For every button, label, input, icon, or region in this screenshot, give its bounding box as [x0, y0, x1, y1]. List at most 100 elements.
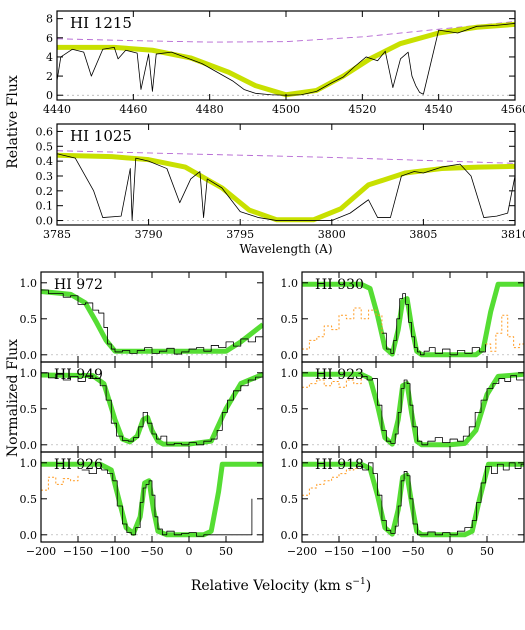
panel-v918: −200 −150 −100 −50 0 50 0.0 0.5 1.0 HI 918: [281, 451, 525, 558]
x-tick-label: 4520: [348, 103, 376, 116]
series-continuum-top: [57, 21, 515, 43]
series-data-v926: [81, 468, 253, 537]
x-tick-label: 50: [480, 545, 494, 558]
x-tick-label: 4500: [272, 103, 300, 116]
y-tick-label: 0.5: [281, 313, 299, 326]
panel-label: HI 918: [315, 457, 364, 473]
y-tick-label: 4: [46, 51, 53, 64]
y-tick-label: 0.6: [36, 125, 54, 138]
series-data-v972: [41, 289, 263, 355]
series-data-mid: [57, 153, 515, 221]
x-tick-label: 0: [447, 545, 454, 558]
y-tick-label: 0.0: [281, 529, 299, 542]
panel-label: HI 926: [54, 457, 103, 473]
series-continuum-mid: [57, 150, 515, 164]
y-tick-label: 8: [46, 13, 53, 26]
series-model-top: [57, 21, 515, 98]
y-tick-label: 6: [46, 32, 53, 45]
bottom-x-axis-label: Relative Velocity (km s−1): [191, 577, 371, 594]
x-tick-label: 3790: [135, 228, 163, 241]
series-data-v918: [357, 462, 524, 536]
series-data-v930: [381, 293, 486, 356]
x-tick-label: −100: [361, 545, 391, 558]
y-tick-label: 0.5: [20, 493, 38, 506]
series-other-v930: [485, 314, 524, 352]
panel-v930: 0.0 0.5 1.0 HI 930: [281, 271, 525, 363]
x-tick-label: −150: [324, 545, 354, 558]
x-tick-label: 4440: [43, 103, 71, 116]
x-tick-label: 3805: [409, 228, 437, 241]
y-tick-label: 0.5: [36, 140, 54, 153]
bottom-x-axis-label-end: ): [366, 578, 371, 594]
y-tick-label: 0.0: [281, 439, 299, 452]
top-y-axis-label: Relative Flux: [5, 75, 21, 169]
panel-label: HI 1025: [70, 127, 132, 145]
x-tick-label: −150: [63, 545, 93, 558]
plot-area-v972: [41, 288, 263, 356]
panel-v923: 0.0 0.5 1.0 HI 923: [281, 361, 525, 453]
bottom-x-axis-label-main: Relative Velocity (km s: [191, 578, 353, 594]
plot-area-top: [57, 21, 515, 98]
series-other-v930: [302, 307, 383, 350]
panel-v972: 0.0 0.5 1.0 HI 972: [20, 271, 264, 363]
panel-label: HI 949: [54, 367, 103, 383]
panel-label: HI 972: [54, 277, 103, 293]
y-tick-label: 0: [46, 89, 53, 102]
x-tick-label: 4540: [425, 103, 453, 116]
panel-v926: −200 −150 −100 −50 0 50 0.0 0.5 1.0 HI 926: [20, 451, 264, 558]
y-tick-label: 0.5: [20, 313, 38, 326]
y-tick-label: 0.0: [281, 349, 299, 362]
y-tick-label: 1.0: [20, 367, 38, 380]
x-tick-label: −50: [140, 545, 163, 558]
x-tick-label: −50: [401, 545, 424, 558]
x-tick-label: 4460: [119, 103, 147, 116]
x-tick-label: 50: [219, 545, 233, 558]
panel-label: HI 1215: [70, 14, 132, 32]
plot-area-v923: [302, 371, 524, 448]
y-tick-label: 0.0: [20, 349, 38, 362]
x-tick-label: 0: [186, 545, 193, 558]
series-other-v918: [302, 466, 358, 496]
series-model-v923: [302, 371, 524, 448]
y-tick-label: 0.4: [36, 155, 54, 168]
y-tick-label: 1.0: [281, 457, 299, 470]
x-tick-label: −200: [26, 545, 56, 558]
series-model-v926: [41, 461, 263, 538]
plot-area-mid: [57, 150, 515, 223]
frame: [56, 123, 516, 226]
y-tick-label: 0.0: [20, 439, 38, 452]
x-tick-label: 3785: [43, 228, 71, 241]
x-tick-label: 3800: [318, 228, 346, 241]
x-axis-label: Wavelength (A): [239, 242, 332, 256]
x-tick-label: −200: [287, 545, 317, 558]
y-tick-label: 0.2: [36, 185, 54, 198]
y-tick-label: 0.5: [281, 493, 299, 506]
y-tick-label: 0.3: [36, 170, 54, 183]
bottom-x-axis-label-sup: −1: [352, 577, 365, 587]
panel-label: HI 923: [315, 367, 364, 383]
x-tick-label: −100: [100, 545, 130, 558]
plot-area-v930: [302, 281, 524, 358]
y-tick-label: 0.0: [20, 529, 38, 542]
series-other-v926: [41, 475, 79, 491]
y-tick-label: 1.0: [281, 367, 299, 380]
y-tick-label: 1.0: [281, 277, 299, 290]
panel-v949: 0.0 0.5 1.0 HI 949: [20, 361, 264, 453]
y-tick-label: 2: [46, 70, 53, 83]
series-model-mid: [57, 152, 515, 223]
plot-area-v926: [41, 461, 263, 538]
plot-area-v918: [302, 461, 524, 538]
y-tick-label: 0.5: [281, 403, 299, 416]
y-tick-label: 0.0: [36, 215, 54, 228]
series-data-top: [57, 23, 515, 96]
x-tick-label: 4480: [196, 103, 224, 116]
y-tick-label: 0.5: [20, 403, 38, 416]
x-tick-label: 3795: [226, 228, 254, 241]
y-tick-label: 1.0: [20, 277, 38, 290]
